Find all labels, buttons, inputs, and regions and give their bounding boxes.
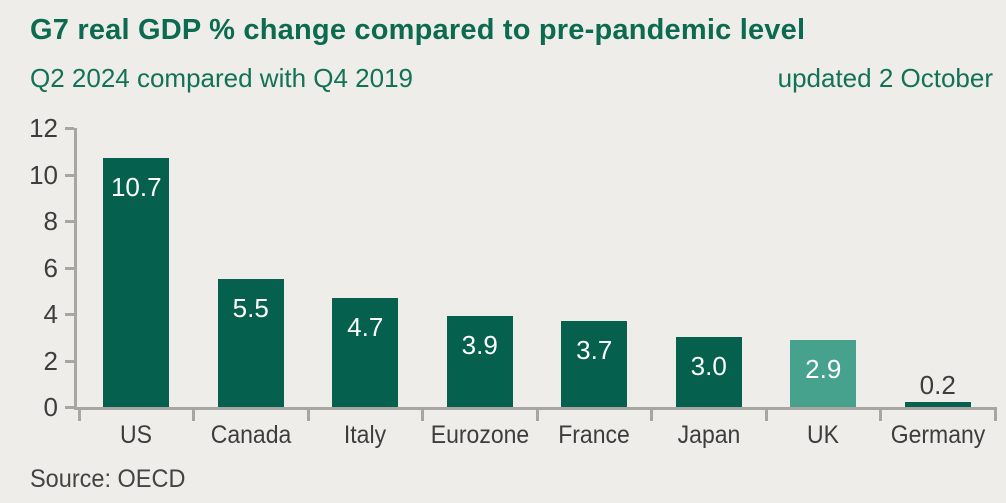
x-axis-tick xyxy=(879,407,882,421)
bar-germany xyxy=(904,402,971,407)
x-axis-tick xyxy=(192,407,195,421)
source-note: Source: OECD xyxy=(30,465,186,493)
bar-value-label: 3.7 xyxy=(576,334,613,365)
y-axis-tick xyxy=(65,220,74,223)
bar-japan xyxy=(675,337,742,407)
x-axis-line xyxy=(74,407,996,410)
x-axis-tick xyxy=(764,407,768,421)
y-axis-tick-label: 0 xyxy=(43,392,58,422)
x-axis-category-label: Japan xyxy=(677,421,741,449)
bar-italy xyxy=(332,297,399,407)
y-axis-tick-label: 2 xyxy=(43,345,58,376)
bar-value-label: 3.9 xyxy=(461,330,498,361)
y-axis-tick xyxy=(65,266,74,270)
y-axis-tick xyxy=(65,313,74,316)
bar-canada xyxy=(217,279,284,407)
y-axis-tick xyxy=(65,359,74,363)
bar-eurozone xyxy=(446,316,513,407)
x-axis-category-label: UK xyxy=(807,421,840,449)
x-axis-category-label: Eurozone xyxy=(430,421,529,449)
y-axis-tick-label: 8 xyxy=(43,206,58,236)
x-axis-category-label: France xyxy=(558,421,631,449)
y-axis-tick-label: 4 xyxy=(43,299,58,329)
x-axis-category-label: US xyxy=(120,421,153,449)
bar-value-label: 10.7 xyxy=(110,172,162,203)
x-axis-tick xyxy=(535,407,539,421)
bar-value-label: 4.7 xyxy=(347,311,384,342)
bar-uk xyxy=(790,339,857,407)
bar-us xyxy=(103,158,170,407)
y-axis-tick-label: 12 xyxy=(29,113,58,143)
x-axis-category-label: Germany xyxy=(890,421,986,449)
y-axis-tick xyxy=(65,127,74,130)
x-axis-tick xyxy=(650,407,653,421)
y-axis-tick xyxy=(65,406,74,409)
bar-value-label: 2.9 xyxy=(805,353,842,384)
updated-note: updated 2 October xyxy=(777,63,993,93)
bar-france xyxy=(561,320,628,407)
x-axis-tick xyxy=(77,407,81,421)
x-axis-tick xyxy=(421,407,424,421)
x-axis-tick xyxy=(993,407,997,421)
bar-value-label: 0.2 xyxy=(919,370,956,401)
bar-value-label: 3.0 xyxy=(690,351,727,382)
x-axis-tick xyxy=(306,407,310,421)
x-axis-category-label: Canada xyxy=(210,421,292,449)
bar-value-label: 5.5 xyxy=(232,293,269,324)
y-axis-tick-label: 10 xyxy=(29,159,58,190)
x-axis-category-label: Italy xyxy=(344,421,387,449)
chart-title: G7 real GDP % change compared to pre-pan… xyxy=(30,14,806,46)
chart-subtitle: Q2 2024 compared with Q4 2019 xyxy=(30,63,414,93)
y-axis-tick xyxy=(65,173,74,177)
y-axis-line xyxy=(74,128,77,410)
y-axis-tick-label: 6 xyxy=(43,252,58,283)
